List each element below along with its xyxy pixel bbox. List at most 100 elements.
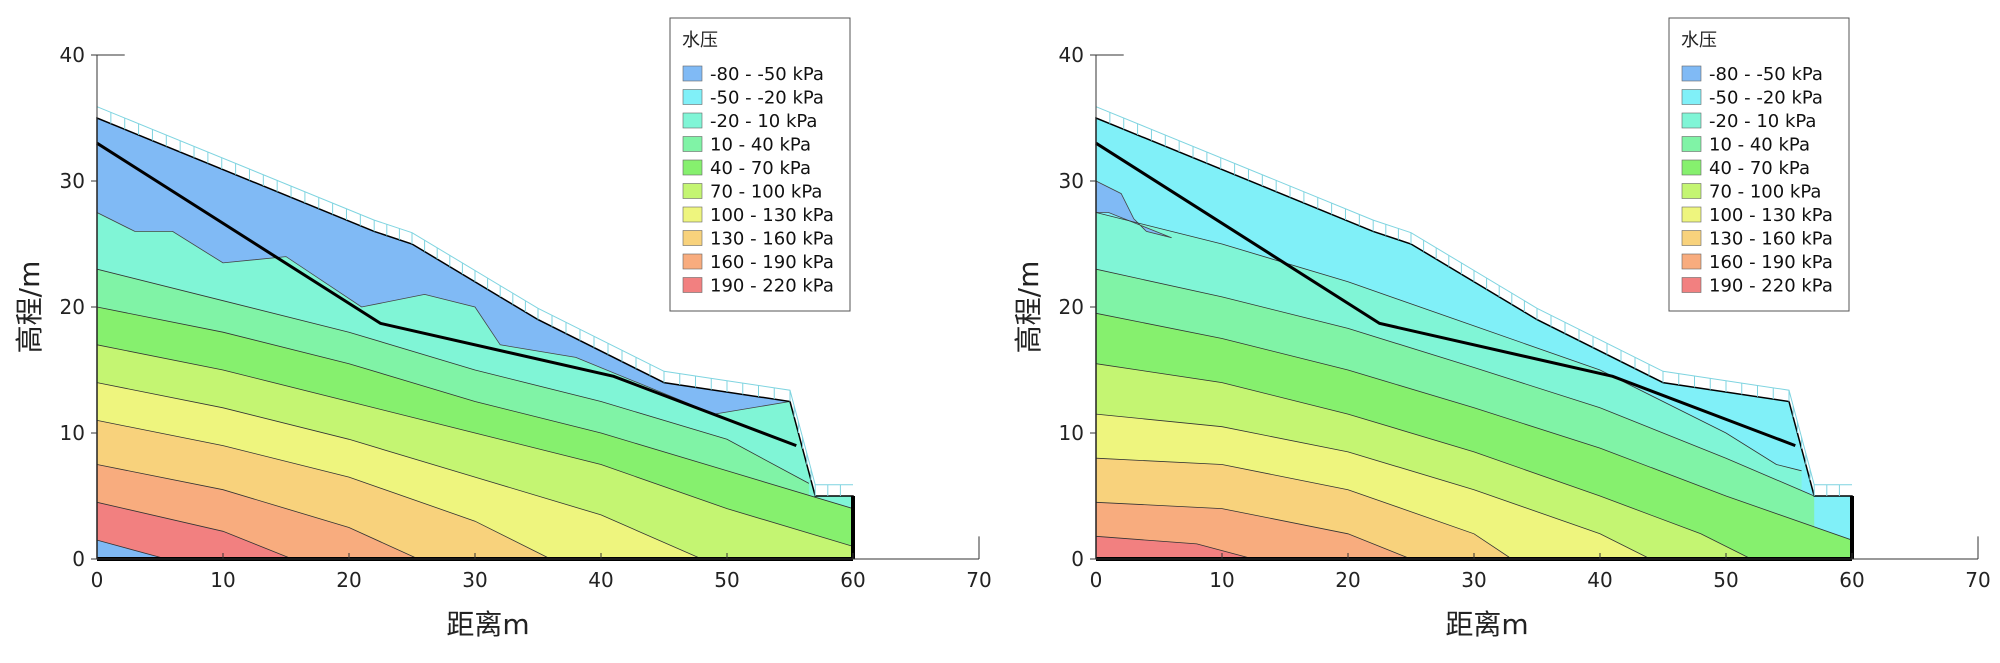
y-tick-label: 0 — [1071, 547, 1084, 571]
legend-entry-label: -20 - 10 kPa — [710, 111, 817, 132]
legend-entry-label: -80 - -50 kPa — [710, 64, 824, 85]
x-tick-label: 20 — [1335, 568, 1360, 592]
contour-line-70kpa — [97, 344, 853, 547]
x-tick-label: 40 — [588, 568, 613, 592]
legend-swatch — [1681, 206, 1702, 223]
legend-entry-label: 160 - 190 kPa — [1709, 252, 1833, 273]
legend-entry-label: -20 - 10 kPa — [1709, 111, 1816, 132]
contour-line--20kpa — [1096, 212, 1802, 472]
x-tick-label: 10 — [1209, 568, 1234, 592]
legend-entry-label: 130 - 160 kPa — [710, 229, 834, 250]
legend-title: 水压 — [1681, 30, 1717, 51]
legend-entry-label: 190 - 220 kPa — [710, 276, 834, 297]
contour-line-160kpa — [1096, 501, 1412, 559]
legend-entry-label: 70 - 100 kPa — [1709, 182, 1821, 203]
legend-swatch — [682, 253, 703, 270]
legend-entry-label: -50 - -20 kPa — [1709, 88, 1823, 109]
legend-swatch — [682, 159, 703, 176]
y-tick-label: 0 — [72, 547, 85, 571]
legend-swatch — [1681, 159, 1702, 176]
x-tick-label: 70 — [966, 568, 991, 592]
infiltration-boundary — [96, 106, 853, 496]
legend-swatch — [1681, 136, 1702, 152]
legend: 水压 -80 - -50 kPa -50 - -20 kPa-20 - 10 kPa… — [669, 17, 851, 312]
legend-entry-label: 10 - 40 kPa — [1709, 135, 1810, 156]
y-tick-label: 30 — [60, 169, 85, 193]
y-tick-label: 40 — [1059, 43, 1084, 67]
y-tick-label: 10 — [60, 421, 85, 445]
legend-swatch — [1681, 277, 1702, 293]
legend-entry-label: 40 - 70 kPa — [710, 158, 811, 179]
legend-swatch — [1681, 183, 1702, 199]
legend-swatch — [682, 89, 703, 105]
y-tick-label: 40 — [60, 43, 85, 67]
contour-line-40kpa — [97, 306, 853, 509]
legend-entry-label: 100 - 130 kPa — [710, 205, 834, 226]
y-axis-title: 高程/m — [13, 261, 46, 354]
x-tick-label: 40 — [1587, 568, 1612, 592]
contour-line-70kpa — [1096, 363, 1752, 559]
legend-entry-label: -50 - -20 kPa — [710, 88, 824, 109]
y-tick-label: 30 — [1059, 169, 1084, 193]
contour-line-100kpa — [1096, 413, 1651, 559]
band-fill-190kpa — [97, 502, 293, 559]
chart-panel-left: 0 10 20 30 40 50 60 70 0 10 20 30 40 距离m 高程/m 水压 -80 - -… — [13, 17, 992, 641]
legend-title: 水压 — [682, 30, 718, 51]
y-tick-label: 20 — [1059, 295, 1084, 319]
contour-line-130kpa — [97, 420, 551, 559]
legend-entry-label: 160 - 190 kPa — [710, 252, 834, 273]
axes — [1090, 54, 1979, 560]
legend-swatch — [682, 206, 703, 223]
band-fill-160kpa — [1096, 502, 1411, 559]
legend-swatch — [682, 183, 703, 199]
x-axis-title: 距离m — [1445, 608, 1528, 641]
y-tick-label: 10 — [1059, 421, 1084, 445]
contour-line-220kpa — [97, 539, 167, 559]
contour-line-160kpa — [97, 464, 419, 559]
legend-entry-label: 190 - 220 kPa — [1709, 276, 1833, 297]
slip-surface — [1095, 141, 1796, 448]
legend-swatch — [1681, 65, 1702, 82]
legend-entry-label: 10 - 40 kPa — [710, 135, 811, 156]
x-tick-label: 50 — [1713, 568, 1738, 592]
contour-line-100kpa — [97, 382, 702, 559]
x-tick-label: 50 — [714, 568, 739, 592]
x-tick-label: 0 — [1090, 568, 1103, 592]
x-tick-label: 60 — [1839, 568, 1864, 592]
x-tick-label: 10 — [210, 568, 235, 592]
legend-swatch — [1681, 89, 1702, 105]
legend: 水压 -80 - -50 kPa -50 - -20 kPa-20 - 10 kPa… — [1668, 17, 1850, 312]
y-tick-label: 20 — [60, 295, 85, 319]
legend-entry-label: 130 - 160 kPa — [1709, 229, 1833, 250]
contour-line-10kpa — [1096, 268, 1815, 497]
chart-panel-right: 0 10 20 30 40 50 60 70 0 10 20 30 40 距离m 高程/m 水压 -80 - -… — [1012, 17, 1991, 641]
legend-entry-label: 40 - 70 kPa — [1709, 158, 1810, 179]
x-axis-title: 距离m — [446, 608, 529, 641]
x-tick-label: 70 — [1965, 568, 1990, 592]
legend-swatch — [682, 65, 703, 82]
legend-swatch — [682, 136, 703, 152]
infiltration-boundary — [1095, 106, 1852, 496]
contour-line-130kpa — [1096, 457, 1513, 559]
contour-line-40kpa — [1096, 312, 1852, 541]
contour-line-190kpa — [97, 501, 293, 559]
legend-entry-label: 100 - 130 kPa — [1709, 205, 1833, 226]
x-tick-label: 0 — [91, 568, 104, 592]
legend-swatch — [1681, 112, 1702, 129]
legend-swatch — [682, 112, 703, 129]
legend-swatch — [1681, 253, 1702, 270]
slip-surface — [96, 141, 797, 448]
contour-line-190kpa — [1096, 535, 1254, 559]
contour-line-10kpa — [97, 268, 810, 484]
axes — [91, 54, 980, 560]
x-tick-label: 20 — [336, 568, 361, 592]
y-axis-title: 高程/m — [1012, 261, 1045, 354]
legend-entry-label: 70 - 100 kPa — [710, 182, 822, 203]
legend-swatch — [682, 277, 703, 293]
legend-entry-label: -80 - -50 kPa — [1709, 64, 1823, 85]
x-tick-label: 30 — [1461, 568, 1486, 592]
x-tick-label: 30 — [462, 568, 487, 592]
legend-swatch — [1681, 230, 1702, 246]
suction-zone — [1096, 180, 1172, 239]
